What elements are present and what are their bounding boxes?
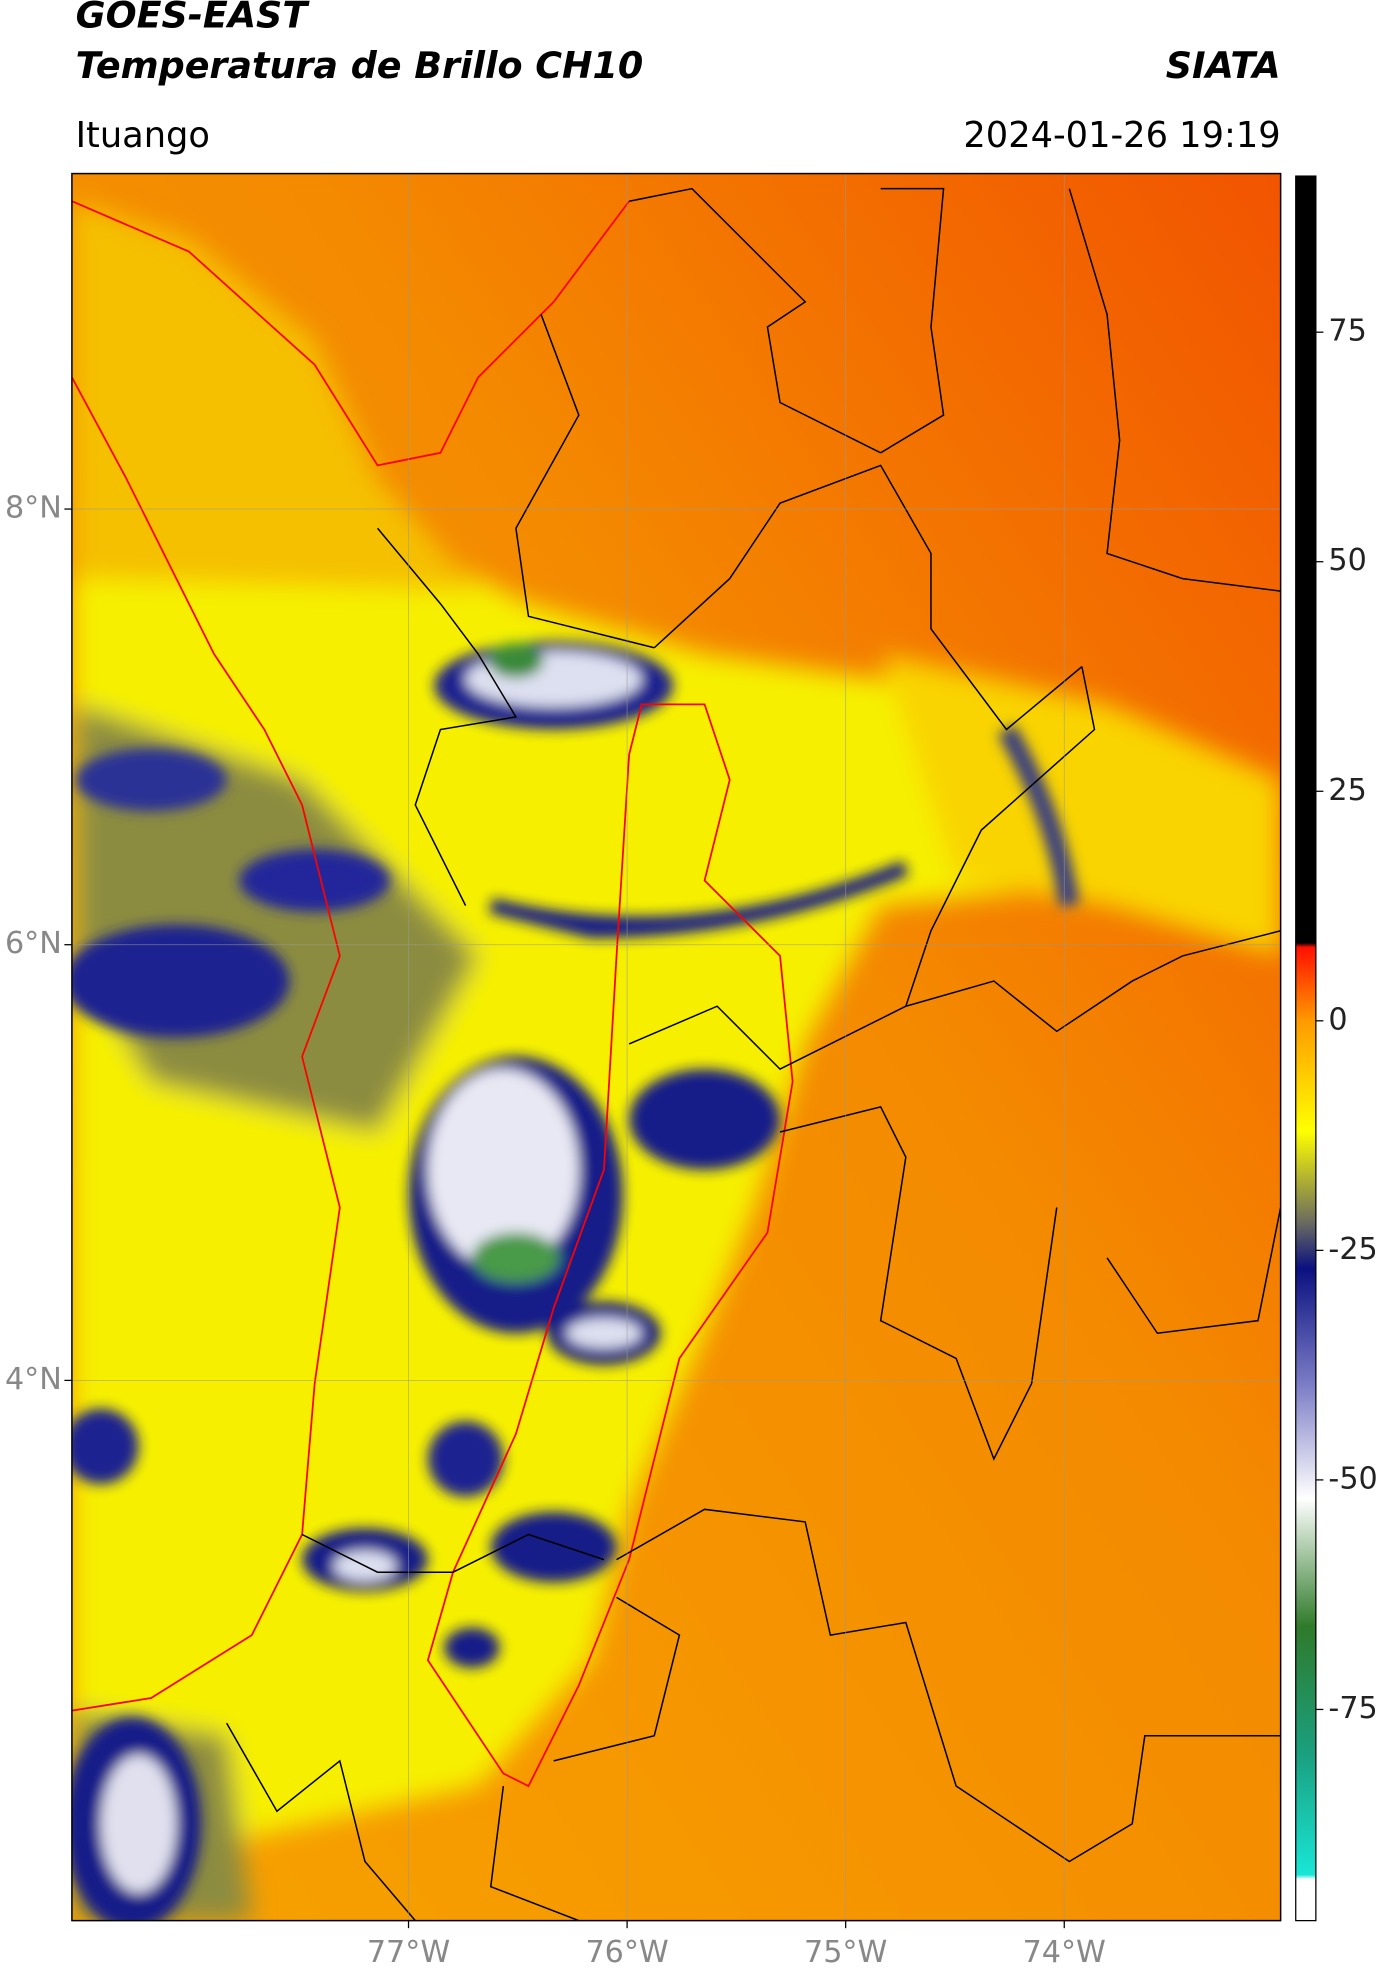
lon-label: 77°W bbox=[367, 1935, 450, 1970]
source: SIATA bbox=[1166, 44, 1281, 87]
graticule bbox=[71, 173, 1281, 1921]
colorbar bbox=[1295, 175, 1317, 1922]
admin-borders bbox=[225, 187, 1281, 1921]
colorbar-label: 50 bbox=[1328, 543, 1366, 578]
lat-label: 8°N bbox=[5, 491, 62, 526]
colorbar-label: 75 bbox=[1328, 314, 1366, 349]
map-frame bbox=[71, 172, 1282, 1922]
colorbar-label: -25 bbox=[1328, 1232, 1377, 1267]
lon-label: 76°W bbox=[585, 1935, 668, 1970]
title: GOES-EAST bbox=[76, 0, 311, 37]
satellite-image bbox=[71, 173, 1281, 1921]
colorbar-label: -75 bbox=[1328, 1691, 1377, 1726]
location: Ituango bbox=[76, 115, 210, 156]
lat-label: 6°N bbox=[5, 926, 62, 961]
subtitle: Temperatura de Brillo CH10 bbox=[76, 44, 644, 87]
datetime: 2024-01-26 19:19 bbox=[963, 115, 1280, 156]
lon-label: 75°W bbox=[804, 1935, 887, 1970]
lon-label: 74°W bbox=[1023, 1935, 1106, 1970]
colorbar-label: 0 bbox=[1328, 1002, 1347, 1037]
colorbar-label: -50 bbox=[1328, 1461, 1377, 1496]
lat-label: 4°N bbox=[5, 1362, 62, 1397]
colorbar-label: 25 bbox=[1328, 773, 1366, 808]
